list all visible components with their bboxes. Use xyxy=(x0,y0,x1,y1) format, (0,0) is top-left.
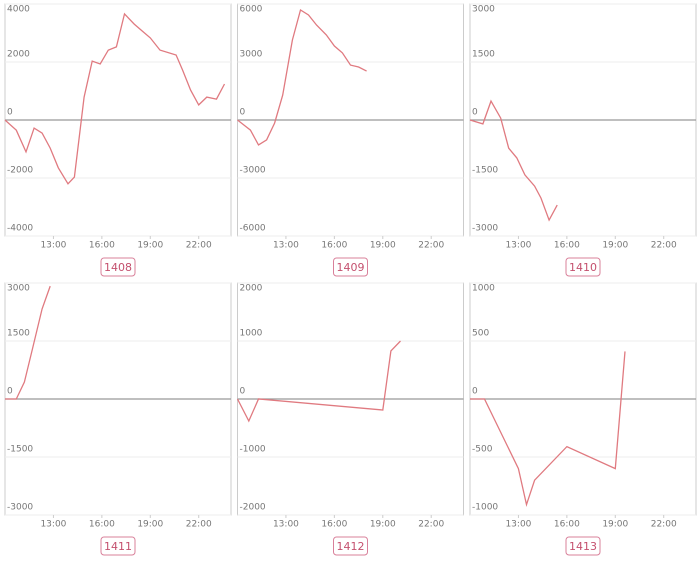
title-box xyxy=(565,257,601,277)
y-tick-label: -2000 xyxy=(7,166,33,176)
x-tick-label: 22:00 xyxy=(418,241,444,251)
line xyxy=(469,99,558,222)
y-tick-label: 500 xyxy=(472,329,489,339)
x-tick-label: 19:00 xyxy=(370,241,396,251)
y-tick-label: 2000 xyxy=(7,50,30,60)
title-box xyxy=(333,257,368,277)
y-tick-label: 1000 xyxy=(240,329,263,339)
y-tick-label: 3000 xyxy=(7,284,30,294)
y-tick-label: -2000 xyxy=(240,503,266,513)
x-tick-label: 22:00 xyxy=(186,241,212,251)
y-tick-label: 0 xyxy=(472,387,478,397)
x-tick-label: 16:00 xyxy=(554,241,580,251)
y-tick-label: 2000 xyxy=(240,284,263,294)
y-tick-label: 6000 xyxy=(240,5,263,15)
x-tick-label: 16:00 xyxy=(89,241,115,251)
chart-title: 1410 xyxy=(569,261,597,274)
y-tick-label: -1000 xyxy=(240,445,266,455)
line xyxy=(470,351,626,508)
y-tick-label: 0 xyxy=(7,108,13,118)
y-tick-label: -3000 xyxy=(7,503,33,513)
chart-title: 1411 xyxy=(104,540,132,553)
x-tick-label: 13:00 xyxy=(40,520,66,530)
y-tick-label: 0 xyxy=(240,387,246,397)
x-tick-label: 13:00 xyxy=(40,241,66,251)
y-tick-label: -500 xyxy=(472,445,493,455)
x-tick-label: 22:00 xyxy=(418,520,444,530)
chart-title: 1413 xyxy=(569,540,597,553)
y-tick-label: 0 xyxy=(472,108,478,118)
x-tick-label: 19:00 xyxy=(137,520,163,530)
y-tick-label: 1500 xyxy=(7,329,30,339)
y-tick-label: -1000 xyxy=(472,503,498,513)
x-tick-label: 22:00 xyxy=(651,520,677,530)
x-tick-label: 19:00 xyxy=(602,241,628,251)
line xyxy=(4,12,226,185)
y-tick-label: -6000 xyxy=(240,224,266,234)
y-tick-label: -4000 xyxy=(7,224,33,234)
x-tick-label: 16:00 xyxy=(89,520,115,530)
x-tick-label: 13:00 xyxy=(505,520,531,530)
chart-title: 1408 xyxy=(104,261,132,274)
y-tick-label: 0 xyxy=(7,387,13,397)
x-tick-label: 13:00 xyxy=(505,241,531,251)
y-tick-label: 3000 xyxy=(240,50,263,60)
title-box xyxy=(333,536,368,556)
line xyxy=(236,340,401,423)
y-tick-label: -3000 xyxy=(472,224,498,234)
x-tick-label: 19:00 xyxy=(370,520,396,530)
x-tick-label: 13:00 xyxy=(273,241,299,251)
y-tick-label: 1000 xyxy=(472,284,495,294)
x-tick-label: 16:00 xyxy=(554,520,580,530)
chart-title: 1412 xyxy=(337,540,365,553)
x-tick-label: 16:00 xyxy=(321,520,347,530)
x-tick-label: 19:00 xyxy=(137,241,163,251)
x-tick-label: 22:00 xyxy=(651,241,677,251)
line xyxy=(5,285,51,400)
y-tick-label: 1500 xyxy=(472,50,495,60)
y-tick-label: -3000 xyxy=(240,166,266,176)
y-tick-label: -1500 xyxy=(7,445,33,455)
title-box xyxy=(565,536,601,556)
y-tick-label: 4000 xyxy=(7,5,30,15)
x-tick-label: 16:00 xyxy=(321,241,347,251)
y-tick-label: -1500 xyxy=(472,166,498,176)
x-tick-label: 19:00 xyxy=(602,520,628,530)
y-tick-label: 3000 xyxy=(472,5,495,15)
x-tick-label: 22:00 xyxy=(186,520,212,530)
title-box xyxy=(100,536,136,556)
y-tick-label: 0 xyxy=(240,108,246,118)
x-tick-label: 13:00 xyxy=(273,520,299,530)
chart-title: 1409 xyxy=(337,261,365,274)
title-box xyxy=(100,257,136,277)
line xyxy=(237,8,367,146)
